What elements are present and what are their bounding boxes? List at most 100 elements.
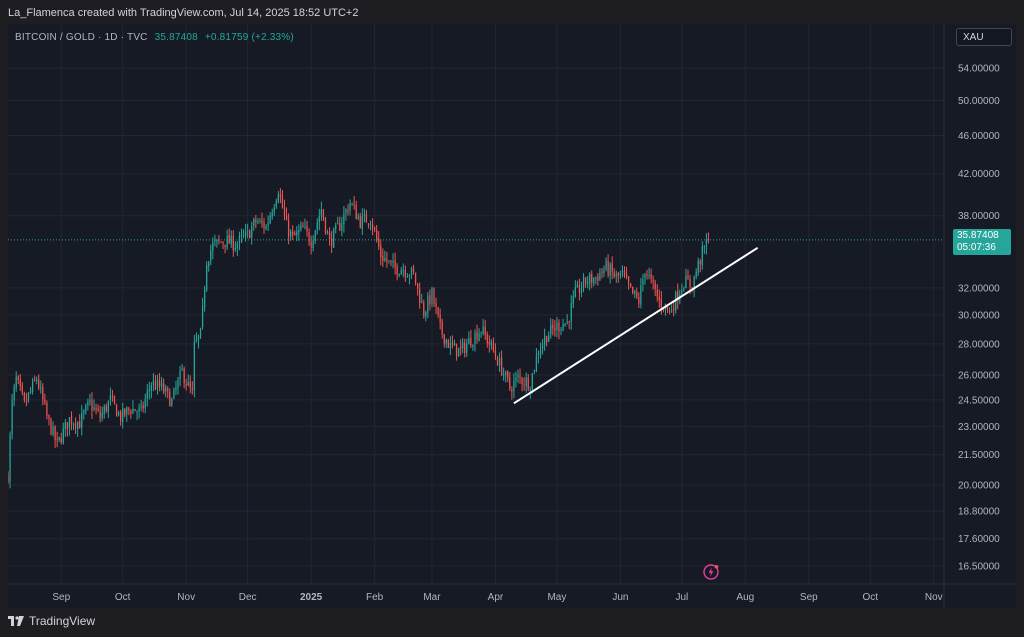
candle-body xyxy=(599,272,601,281)
candle-body xyxy=(373,227,376,230)
candle-body xyxy=(689,278,691,287)
price-tick-label: 30.00000 xyxy=(958,310,1000,321)
candle-body xyxy=(216,239,218,242)
currency-selector[interactable]: XAU xyxy=(956,28,1012,46)
candle-body xyxy=(27,392,30,401)
candle-body xyxy=(48,415,50,419)
candle-body xyxy=(568,321,570,323)
candle-body xyxy=(343,213,345,225)
candle-body xyxy=(554,327,556,331)
price-tick-label: 26.00000 xyxy=(958,370,1000,381)
candle-body xyxy=(103,406,105,415)
candle-body xyxy=(296,231,298,236)
candle-body xyxy=(640,285,642,305)
candle-body xyxy=(670,310,673,312)
candles xyxy=(8,188,710,489)
candle-body xyxy=(484,327,486,335)
candle-body xyxy=(163,383,165,393)
candle-body xyxy=(120,411,122,422)
candle-body xyxy=(445,339,447,344)
candle-body xyxy=(427,296,429,313)
candle-body xyxy=(87,401,89,406)
candle-body xyxy=(611,263,613,272)
time-tick-label: Nov xyxy=(925,592,943,603)
candle-body xyxy=(654,282,656,290)
candle-body xyxy=(421,301,423,303)
candle-body xyxy=(642,279,644,285)
candle-body xyxy=(429,295,431,305)
candle-body xyxy=(8,473,9,483)
candle-body xyxy=(236,243,239,249)
last-price: 35.87408 xyxy=(154,32,198,43)
symbol-legend[interactable]: BITCOIN / GOLD · 1D · TVC 35.87408 +0.81… xyxy=(15,32,294,43)
candle-body xyxy=(673,309,675,311)
candle-body xyxy=(394,260,396,267)
candle-body xyxy=(42,387,44,400)
candle-body xyxy=(271,212,273,217)
candle-body xyxy=(70,416,73,425)
candle-body xyxy=(363,214,366,216)
candle-body xyxy=(423,302,425,316)
candlestick-chart[interactable]: 16.50000 17.60000 18.80000 20.00000 21.50000… xyxy=(8,24,1016,608)
lightning-icon[interactable] xyxy=(703,564,719,580)
candle-body xyxy=(117,412,120,416)
time-tick-label: Jul xyxy=(675,592,688,603)
chart-caption: La_Flamenca created with TradingView.com… xyxy=(8,7,359,19)
candle-body xyxy=(212,242,214,251)
price-tick-label: 17.60000 xyxy=(958,534,1000,545)
candle-body xyxy=(601,271,603,273)
candle-body xyxy=(189,382,191,388)
candle-body xyxy=(126,407,128,415)
candle-body xyxy=(85,405,87,412)
time-tick-label: May xyxy=(547,592,566,603)
candle-body xyxy=(478,333,480,341)
candle-body xyxy=(140,405,142,407)
candle-body xyxy=(437,307,439,316)
time-axis: Sep Oct Nov Dec 2025 Feb Mar Apr May Jun Jul Aug Sep… xyxy=(52,592,942,603)
candle-body xyxy=(666,304,669,310)
candle-body xyxy=(359,216,361,228)
candle-body xyxy=(597,276,599,281)
candle-body xyxy=(31,381,34,392)
candle-body xyxy=(273,207,275,213)
candle-body xyxy=(158,380,161,387)
candle-body xyxy=(660,298,662,308)
candle-body xyxy=(367,223,370,225)
candle-body xyxy=(167,388,169,391)
candle-body xyxy=(621,270,624,273)
candle-body xyxy=(113,395,116,404)
candle-body xyxy=(298,230,300,233)
bar-countdown: 05:07:36 xyxy=(957,242,996,253)
candle-body xyxy=(287,220,290,237)
candle-body xyxy=(593,278,595,283)
candle-body xyxy=(40,387,42,389)
candle-body xyxy=(79,421,81,429)
chart-area[interactable]: 16.50000 17.60000 18.80000 20.00000 21.50000… xyxy=(8,24,1016,608)
candle-body xyxy=(685,276,687,289)
candle-body xyxy=(33,379,36,381)
candle-body xyxy=(146,391,148,399)
candle-body xyxy=(290,231,292,237)
footer-brand[interactable]: TradingView xyxy=(8,614,95,628)
candle-body xyxy=(615,273,617,277)
time-tick-label: Aug xyxy=(736,592,754,603)
candle-body xyxy=(697,260,699,273)
candle-body xyxy=(312,240,314,248)
candle-body xyxy=(183,368,185,384)
candle-body xyxy=(464,342,466,353)
price-tick-label: 46.00000 xyxy=(958,131,1000,142)
candle-body xyxy=(703,245,706,247)
price-tick-label: 42.00000 xyxy=(958,169,1000,180)
candle-body xyxy=(60,438,62,443)
candle-body xyxy=(29,390,32,393)
candle-body xyxy=(365,213,368,223)
candle-body xyxy=(111,396,114,398)
candle-body xyxy=(550,324,552,335)
candle-body xyxy=(371,224,374,229)
price-tick-label: 28.00000 xyxy=(958,339,1000,350)
candle-body xyxy=(369,223,372,225)
candle-body xyxy=(388,260,390,262)
candle-body xyxy=(72,424,75,426)
candle-body xyxy=(707,239,710,241)
candle-body xyxy=(36,379,38,381)
